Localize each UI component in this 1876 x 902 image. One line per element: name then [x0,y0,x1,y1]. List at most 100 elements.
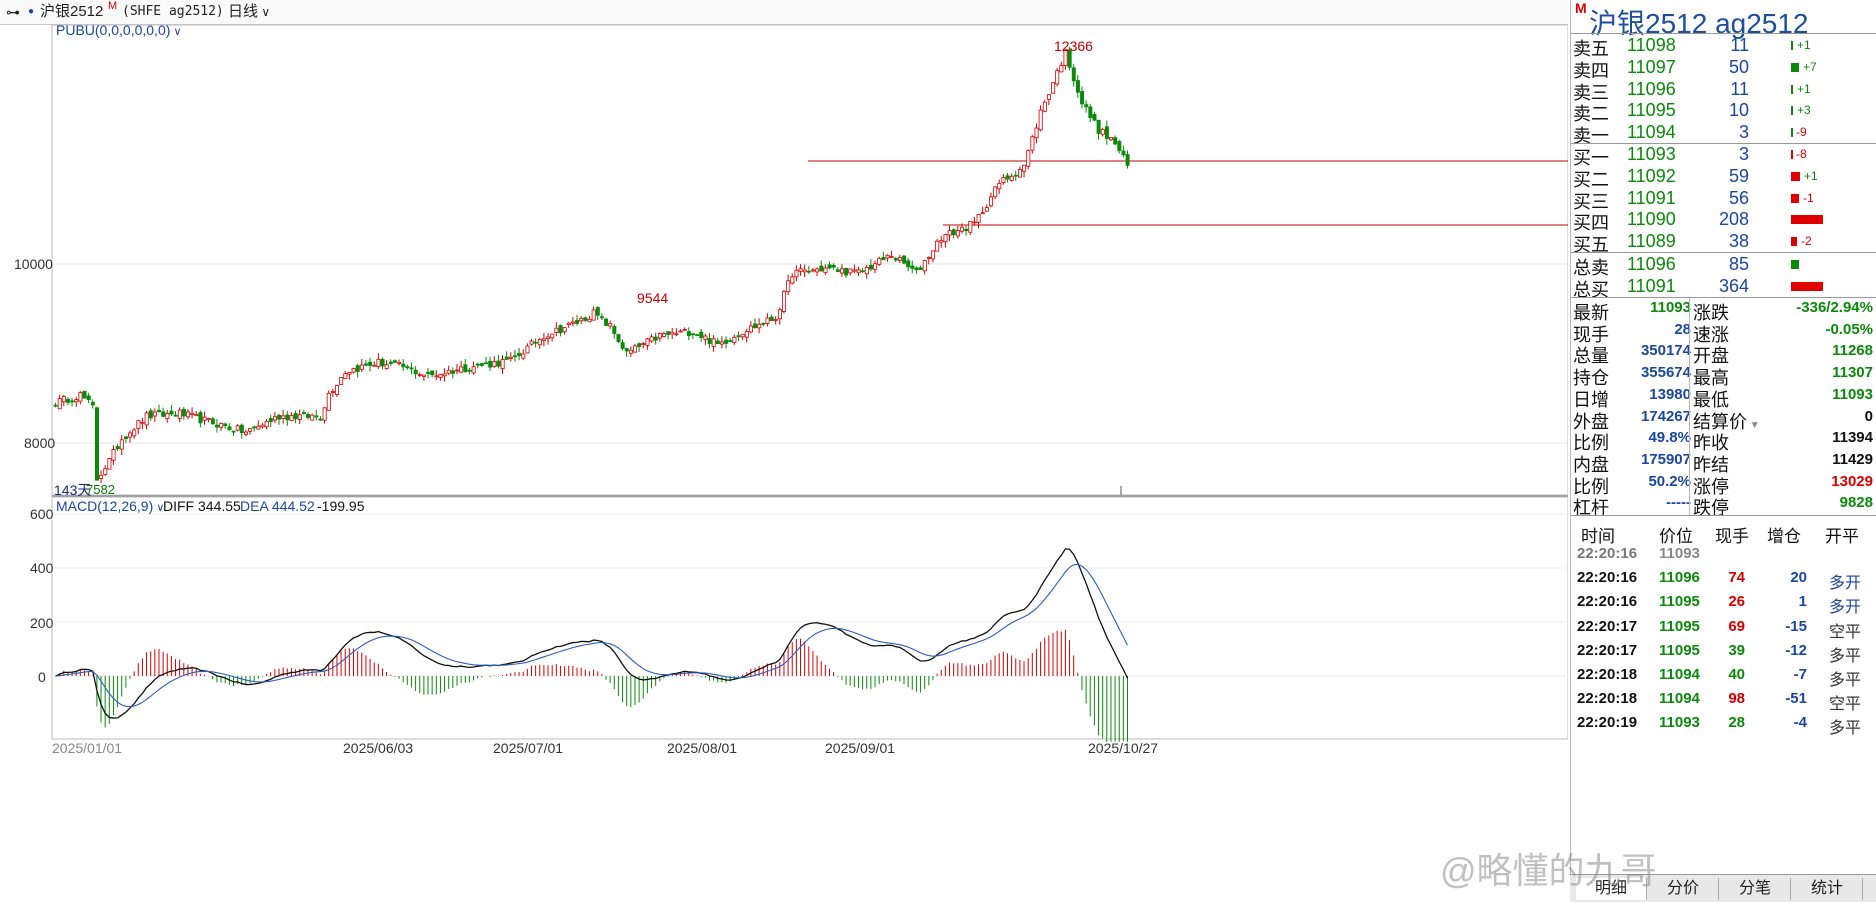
candle-body [856,269,861,274]
tab-3[interactable]: 统计 [1792,878,1863,900]
candle-body [239,424,244,434]
candle-body [173,414,178,417]
stat-label: 速涨 [1693,324,1729,345]
tick-time: 22:20:18 [1577,690,1638,708]
candle-body [281,415,286,419]
stat-label: 总量 [1573,346,1609,367]
candle-body [289,415,294,422]
candle-body [964,228,969,232]
macd-tick-0: 0 [38,669,46,685]
candle-body [1017,169,1022,178]
candle-body [413,369,418,375]
tick-type: 空平 [1829,623,1862,641]
tick-header: 开平 [1825,527,1859,546]
candle-body [314,415,319,418]
candle-body [61,396,66,403]
candle-body [1125,154,1130,166]
candle-body [1055,70,1060,85]
candle-body [268,417,273,422]
candle-body [123,436,128,439]
period-select[interactable]: 日线 ∨ [228,3,271,20]
candle-body [620,342,625,349]
level-label: 买二 [1573,169,1609,190]
candle-body [831,264,836,268]
tick-price: 11095 [1659,593,1700,611]
candle-body [575,319,580,324]
tick-volume: 74 [1728,569,1745,587]
stat-label: 现手 [1573,324,1609,345]
candle-body [252,426,257,429]
candle-body [815,268,820,273]
candle-body [980,212,985,215]
stat-value: 11268 [1832,342,1873,360]
candle-body [1042,101,1047,112]
link-icon[interactable]: ⊶ [6,4,20,20]
candle-body [624,348,629,352]
candle-body [591,309,596,321]
candle-body [132,429,137,437]
candle-body [111,449,116,461]
candle-body [662,333,667,337]
days-annotation: 143天 [54,482,92,498]
candle-body [773,319,778,321]
candle-body [670,331,675,335]
candle-body [1013,174,1018,177]
candle-body [525,345,530,354]
candle-body [459,366,464,373]
candle-body [82,390,87,399]
candle-body [1026,150,1031,167]
candle-body [475,363,480,366]
candle-body [256,425,261,430]
level-price: 11089 [1627,231,1676,252]
candle-body [1104,126,1109,139]
level-volume: 38 [1728,231,1749,252]
date-label-0801: 2025/08/01 [667,740,738,756]
tick-oi: 20 [1790,569,1807,587]
level-volume-bar [1791,282,1823,291]
candle-body [558,325,563,334]
candle-body [144,412,149,426]
candle-body [1001,177,1006,183]
candle-body [90,401,95,406]
macd-chart-frame [51,496,1568,740]
candle-body [1059,65,1064,73]
candle-body [984,207,989,212]
candle-body [877,258,882,265]
dea-value: DEA 444.52 [240,498,315,514]
candle-body [1113,137,1118,145]
candle-body [562,327,567,333]
main-indicator-label[interactable]: PUBU(0,0,0,0,0,0) ∨ [56,22,182,38]
candle-body [202,416,207,421]
dea-line [55,563,1128,708]
candle-body [513,355,518,358]
candle-body [53,404,58,407]
stat-value: 11429 [1832,450,1873,468]
quote-title[interactable]: 沪银2512 ag2512 [1589,8,1809,39]
candle-body [744,331,749,338]
macd-value: -199.95 [317,498,365,514]
level-change: +1 [1804,168,1818,183]
stat-label: 最高 [1693,368,1729,389]
candle-body [227,426,232,430]
kline-chart[interactable] [0,0,1568,901]
candle-body [794,269,799,278]
tab-2[interactable]: 分笔 [1720,878,1791,900]
candle-body [993,186,998,198]
tab-1[interactable]: 分价 [1648,878,1719,900]
dot-icon: ● [28,6,35,17]
stat-value: 0 [1864,407,1873,425]
candle-body [583,317,588,321]
watermark: @略懂的九哥 [1440,850,1657,891]
candle-body [554,327,559,334]
candle-body [566,322,571,325]
macd-indicator-label[interactable]: MACD(12,26,9) ∨ [56,498,165,514]
tab-0[interactable]: 明细 [1576,878,1647,900]
candle-body [322,407,327,421]
date-label-0603: 2025/06/03 [343,740,414,756]
candle-body [695,334,700,336]
level-change: +1 [1797,38,1811,52]
contract-label[interactable]: 沪银2512 [40,3,104,20]
candle-body [947,230,952,236]
price-lines [808,160,1568,226]
level-label: 买五 [1573,235,1609,256]
